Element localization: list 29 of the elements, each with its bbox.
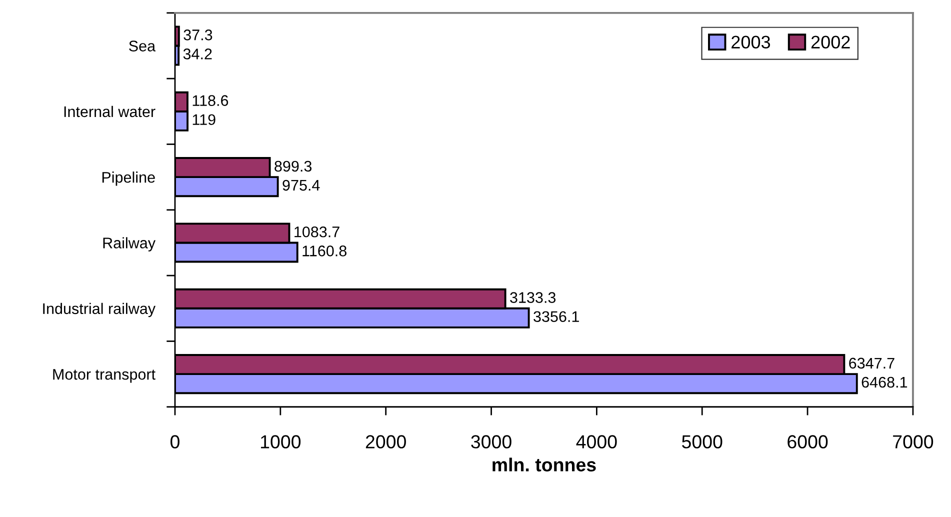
data-label: 118.6 — [192, 95, 228, 106]
data-label: 3133.3 — [510, 292, 556, 303]
y-tick-label: Internal water — [64, 106, 156, 118]
data-label: 1160.8 — [302, 246, 346, 256]
data-label: 899.3 — [274, 160, 312, 172]
x-axis-title: mln. tonnes — [492, 458, 596, 472]
data-label: 6347.7 — [849, 358, 894, 369]
x-tick-label: 5000 — [682, 435, 722, 448]
data-label: 37.3 — [184, 30, 212, 40]
legend-label: 2003 — [732, 36, 770, 48]
x-tick-label: 7000 — [893, 435, 934, 448]
y-tick-label: Industrial railway — [43, 302, 156, 318]
y-tick-label: Motor transport — [53, 369, 156, 383]
x-tick-label: 4000 — [576, 435, 617, 448]
data-label: 34.2 — [183, 48, 212, 60]
x-tick-label: 3000 — [471, 435, 512, 448]
x-tick-label: 1000 — [260, 435, 301, 448]
x-tick-label: 0 — [170, 435, 180, 448]
data-label: 119 — [192, 114, 216, 126]
legend-label: 2002 — [811, 36, 850, 48]
data-label: 3356.1 — [534, 311, 579, 322]
data-label: 975.4 — [282, 180, 320, 191]
data-label: 1083.7 — [294, 226, 340, 238]
y-tick-label: Pipeline — [102, 172, 155, 186]
x-tick-label: 6000 — [788, 435, 828, 448]
x-tick-label: 2000 — [366, 435, 406, 448]
y-tick-label: Railway — [103, 237, 156, 252]
y-tick-label: Sea — [129, 40, 156, 52]
data-label: 6468.1 — [862, 376, 908, 388]
